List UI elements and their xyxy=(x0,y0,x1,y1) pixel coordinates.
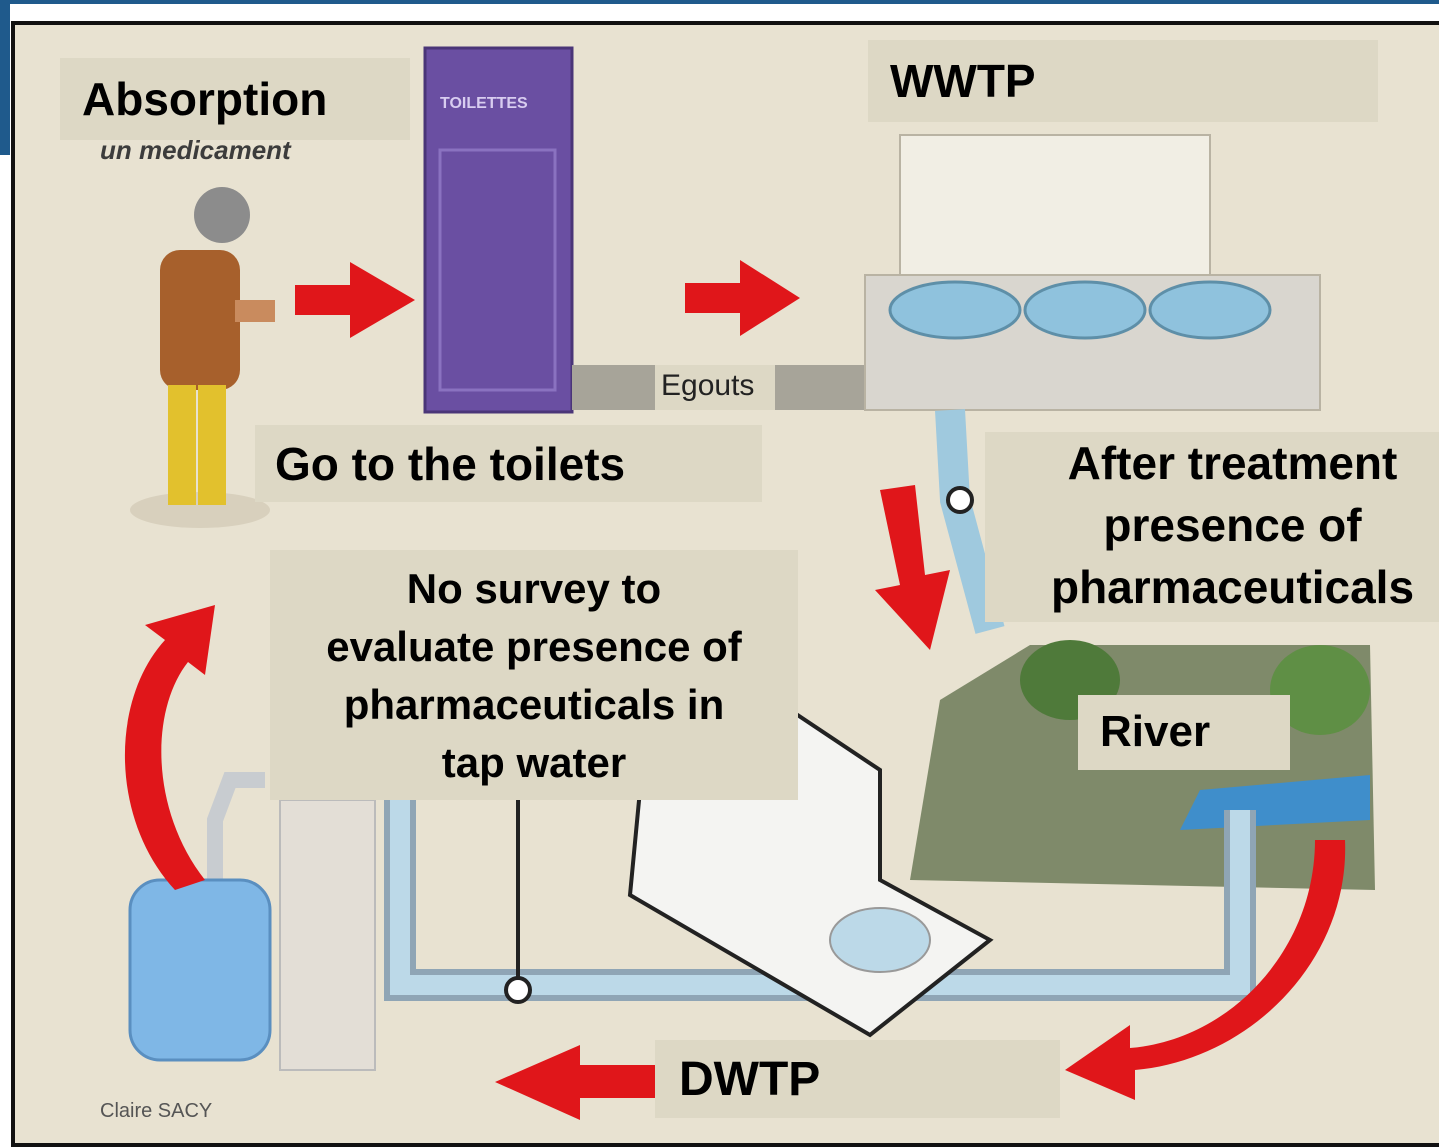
pipe-marker-dot xyxy=(504,976,532,1004)
water-bottle xyxy=(128,878,272,1062)
no-survey-line: No survey to xyxy=(406,565,662,612)
outflow-marker-dot xyxy=(946,486,974,514)
river-label: River xyxy=(1078,695,1290,770)
toilets-label: Go to the toilets xyxy=(255,425,762,502)
blue-strip-top xyxy=(10,0,1439,4)
wwtp-building xyxy=(864,134,1321,411)
after-treatment-line: presence of xyxy=(1103,499,1362,551)
after-treatment-label: After treatment presence of pharmaceutical… xyxy=(985,432,1439,622)
no-survey-line: pharmaceuticals in xyxy=(343,681,725,728)
blue-strip xyxy=(0,0,10,155)
dwtp-label: DWTP xyxy=(655,1040,1060,1118)
tap xyxy=(207,772,265,880)
after-treatment-line: After treatment xyxy=(1067,437,1398,489)
medicament-label: un medicament xyxy=(100,135,291,165)
wwtp-label: WWTP xyxy=(868,40,1378,122)
after-treatment-line: pharmaceuticals xyxy=(1050,561,1415,613)
toilet-door xyxy=(423,46,574,414)
no-survey-line: tap water xyxy=(441,739,627,786)
credit: Claire SACY xyxy=(100,1100,213,1122)
toilets-sign: TOILETTES xyxy=(440,95,528,112)
no-survey-line: evaluate presence of xyxy=(326,623,742,670)
absorption-label: Absorption xyxy=(60,58,410,140)
sewers-label: Egouts xyxy=(655,365,775,410)
wall xyxy=(279,799,376,1071)
person xyxy=(130,187,275,528)
no-survey-label: No survey to evaluate presence of pharmace… xyxy=(270,550,798,800)
arrows xyxy=(124,260,1346,1120)
